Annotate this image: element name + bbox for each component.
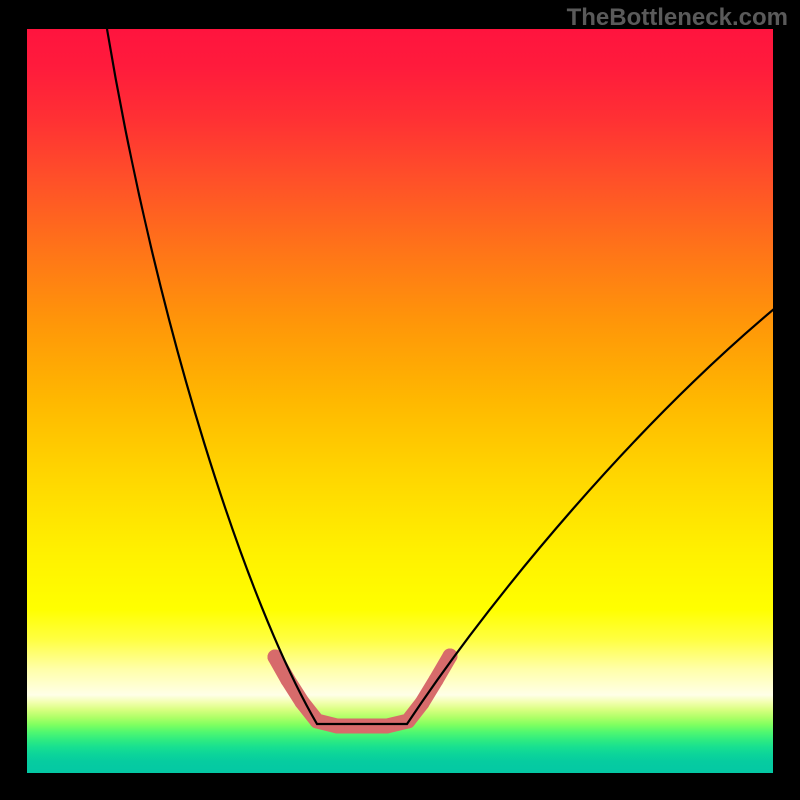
- highlight-dot: [330, 719, 345, 734]
- plot-area: [27, 29, 773, 773]
- plot-svg: [27, 29, 773, 773]
- highlight-dot: [380, 719, 395, 734]
- gradient-background: [27, 29, 773, 773]
- highlight-dot: [355, 719, 370, 734]
- watermark-text: TheBottleneck.com: [567, 4, 788, 32]
